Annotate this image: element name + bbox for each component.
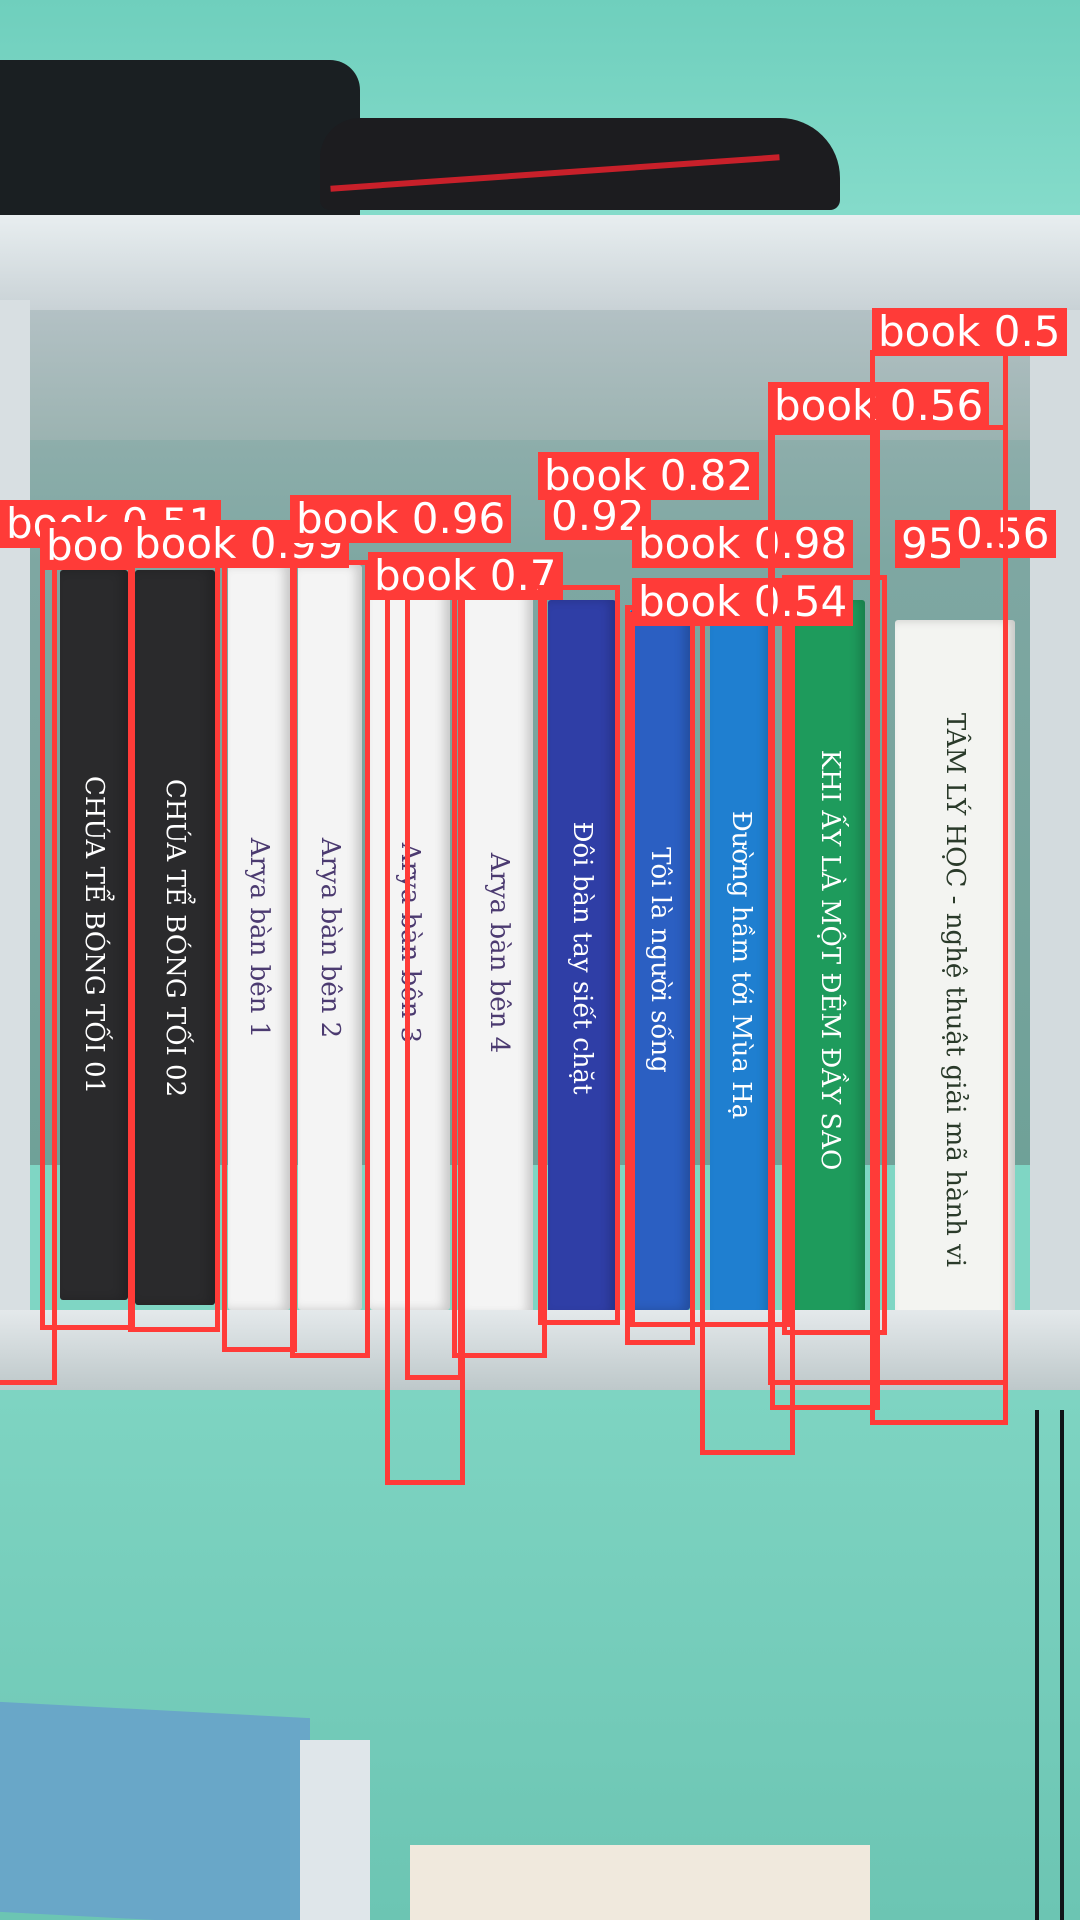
shelf-top-board <box>0 215 1080 310</box>
book-spine: Đường hầm tới Mùa Hạ <box>710 610 772 1320</box>
cable <box>1035 1410 1039 1920</box>
detection-label: book 0.7 <box>368 552 563 600</box>
book-spine: Arya bàn bên 4 <box>465 590 533 1315</box>
book-spine: Tôi là người sống <box>630 610 690 1310</box>
detection-box <box>40 560 135 1330</box>
book-spine: Arya bàn bên 1 <box>228 565 290 1310</box>
detection-box <box>870 350 1008 1425</box>
detection-label: book 0.98 <box>632 520 854 568</box>
floor-book-white <box>300 1740 370 1920</box>
detection-box <box>782 575 887 1335</box>
shelf-left-side <box>0 300 30 1380</box>
dark-object-top-left <box>0 60 360 230</box>
detection-box <box>128 562 220 1332</box>
detection-label: book 0.54 <box>632 578 854 626</box>
floor-book-cover <box>410 1845 870 1920</box>
detection-label: boo <box>40 522 131 570</box>
detection-box <box>452 590 547 1358</box>
detection-label: book 0.56 <box>768 382 990 430</box>
book-spine: CHÚA TỂ BÓNG TỐI 01 <box>60 570 128 1300</box>
detection-box <box>290 560 370 1358</box>
book-spine: KHI ẤY LÀ MỘT ĐÊM ĐẦY SAO <box>795 600 865 1320</box>
cable <box>1060 1410 1064 1920</box>
detection-label: book 0.5 <box>872 308 1067 356</box>
book-spine: CHÚA TỂ BÓNG TỐI 02 <box>135 570 215 1305</box>
detection-label: book 0.82 <box>538 452 760 500</box>
detection-box <box>538 585 620 1325</box>
strap-object <box>320 118 840 210</box>
shelf-right-side <box>1030 310 1080 1370</box>
book-spine: Arya bàn bên 2 <box>298 565 362 1310</box>
book-spine: Arya bàn bên 3 <box>370 575 450 1310</box>
book-spine: TÂM LÝ HỌC - nghệ thuật giải mã hành vi <box>895 620 1015 1360</box>
detection-box <box>222 560 297 1352</box>
floor-book-blue <box>0 1701 310 1920</box>
book-spine: Đôi bàn tay siết chặt <box>548 600 616 1315</box>
detection-label: 0.56 <box>950 510 1056 558</box>
detection-label: 95 <box>895 520 961 568</box>
detection-label: book 0.96 <box>290 495 512 543</box>
